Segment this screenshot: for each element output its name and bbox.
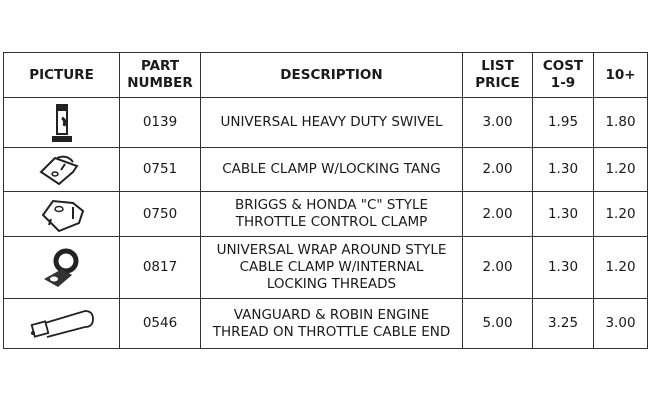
cost-1-9: 1.30 — [532, 191, 594, 237]
cost-10: 1.20 — [593, 236, 648, 299]
table-row: 0751 CABLE CLAMP W/LOCKING TANG 2.00 1.3… — [3, 147, 648, 192]
cost-10: 1.20 — [593, 147, 648, 192]
cost-10: 1.20 — [593, 191, 648, 237]
list-price: 3.00 — [462, 97, 533, 148]
header-list-price: LIST PRICE — [462, 52, 533, 98]
header-row: PICTURE PART NUMBER DESCRIPTION LIST PRI… — [3, 52, 648, 98]
part-number: 0750 — [119, 191, 201, 237]
header-part-number: PART NUMBER — [119, 52, 201, 98]
description: CABLE CLAMP W/LOCKING TANG — [200, 147, 463, 192]
part-number: 0546 — [119, 298, 201, 349]
cable-clamp-icon — [38, 155, 79, 185]
header-description: DESCRIPTION — [200, 52, 463, 98]
swivel-icon — [51, 103, 72, 142]
cost-1-9: 1.95 — [532, 97, 594, 148]
description: UNIVERSAL HEAVY DUTY SWIVEL — [200, 97, 463, 148]
table-row: 0546 VANGUARD & ROBIN ENGINE THREAD ON T… — [3, 298, 648, 349]
cost-1-9: 1.30 — [532, 147, 594, 192]
list-price: 2.00 — [462, 191, 533, 237]
parts-table: PICTURE PART NUMBER DESCRIPTION LIST PRI… — [3, 52, 648, 349]
part-number: 0817 — [119, 236, 201, 299]
description: VANGUARD & ROBIN ENGINE THREAD ON THROTT… — [200, 298, 463, 349]
description: UNIVERSAL WRAP AROUND STYLE CABLE CLAMP … — [200, 236, 463, 299]
cost-1-9: 3.25 — [532, 298, 594, 349]
part-number: 0751 — [119, 147, 201, 192]
list-price: 5.00 — [462, 298, 533, 349]
list-price: 2.00 — [462, 236, 533, 299]
table-row: 0750 BRIGGS & HONDA "C" STYLE THROTTLE C… — [3, 191, 648, 237]
description: BRIGGS & HONDA "C" STYLE THROTTLE CONTRO… — [200, 191, 463, 237]
throttle-clamp-icon — [41, 199, 84, 233]
header-cost-10: 10+ — [593, 52, 648, 98]
header-picture: PICTURE — [3, 52, 120, 98]
cost-10: 3.00 — [593, 298, 648, 349]
cost-1-9: 1.30 — [532, 236, 594, 299]
table-row: 0139 UNIVERSAL HEAVY DUTY SWIVEL 3.00 1.… — [3, 97, 648, 148]
table-row: 0817 UNIVERSAL WRAP AROUND STYLE CABLE C… — [3, 236, 648, 299]
header-cost-1-9: COST 1-9 — [532, 52, 594, 98]
cost-10: 1.80 — [593, 97, 648, 148]
cable-end-icon — [30, 309, 94, 338]
part-number: 0139 — [119, 97, 201, 148]
list-price: 2.00 — [462, 147, 533, 192]
wrap-clamp-icon — [43, 248, 78, 287]
